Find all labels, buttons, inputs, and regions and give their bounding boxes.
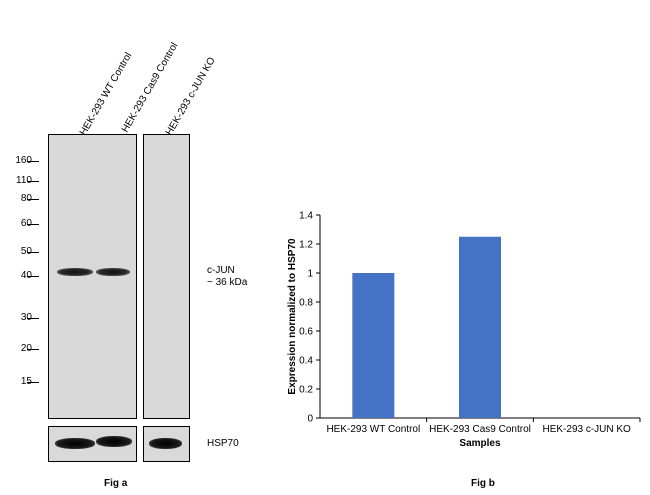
mw-marker-110: 110: [16, 175, 32, 186]
y-tick-label: 0.4: [299, 356, 313, 367]
y-tick-label: 0.2: [299, 385, 313, 396]
mw-tick: [27, 181, 39, 182]
x-axis-title: Samples: [459, 438, 501, 449]
mw-marker-60: 60: [6, 218, 32, 229]
cjun-band-wt: [57, 268, 93, 276]
mw-tick: [27, 224, 39, 225]
mw-marker-40: 40: [6, 270, 32, 281]
hsp70-band-wt: [55, 438, 95, 449]
y-tick-label: 1.2: [299, 240, 313, 251]
mw-marker-15: 15: [6, 376, 32, 387]
y-tick-label: 1: [307, 269, 313, 280]
y-tick-label: 0: [307, 414, 313, 425]
mw-marker-80: 80: [6, 193, 32, 204]
band-label-cjun: c-JUN: [207, 265, 235, 276]
hsp70-panel-right: [143, 426, 190, 462]
x-tick-label: HEK-293 Cas9 Control: [429, 424, 531, 435]
mw-marker-30: 30: [6, 312, 32, 323]
band-label-kda: ~ 36 kDa: [207, 277, 248, 288]
mw-tick: [27, 161, 39, 162]
y-tick-label: 0.8: [299, 298, 313, 309]
mw-tick: [27, 199, 39, 200]
caption-fig-b: Fig b: [471, 478, 495, 489]
mw-tick: [27, 252, 39, 253]
mw-marker-160: 160: [15, 155, 32, 166]
y-tick-label: 0.6: [299, 327, 313, 338]
bar: [352, 273, 395, 418]
y-axis-title: Expression normalized to HSP70: [287, 238, 298, 395]
mw-marker-20: 20: [6, 343, 32, 354]
loading-control-label: HSP70: [207, 438, 239, 449]
mw-tick: [27, 276, 39, 277]
hsp70-band-cas9: [96, 436, 132, 447]
mw-marker-50: 50: [6, 246, 32, 257]
mw-tick: [27, 382, 39, 383]
caption-fig-a: Fig a: [104, 478, 128, 489]
x-tick-label: HEK-293 c-JUN KO: [542, 424, 631, 435]
mw-tick: [27, 318, 39, 319]
x-tick-label: HEK-293 WT Control: [326, 424, 420, 435]
blot-panel-left: [48, 134, 137, 419]
y-tick-label: 1.4: [299, 211, 313, 222]
bar: [459, 236, 501, 418]
blot-panel-right: [143, 134, 190, 419]
hsp70-panel-left: [48, 426, 137, 462]
cjun-band-cas9: [96, 268, 130, 276]
hsp70-band-ko: [149, 438, 182, 449]
mw-tick: [27, 349, 39, 350]
